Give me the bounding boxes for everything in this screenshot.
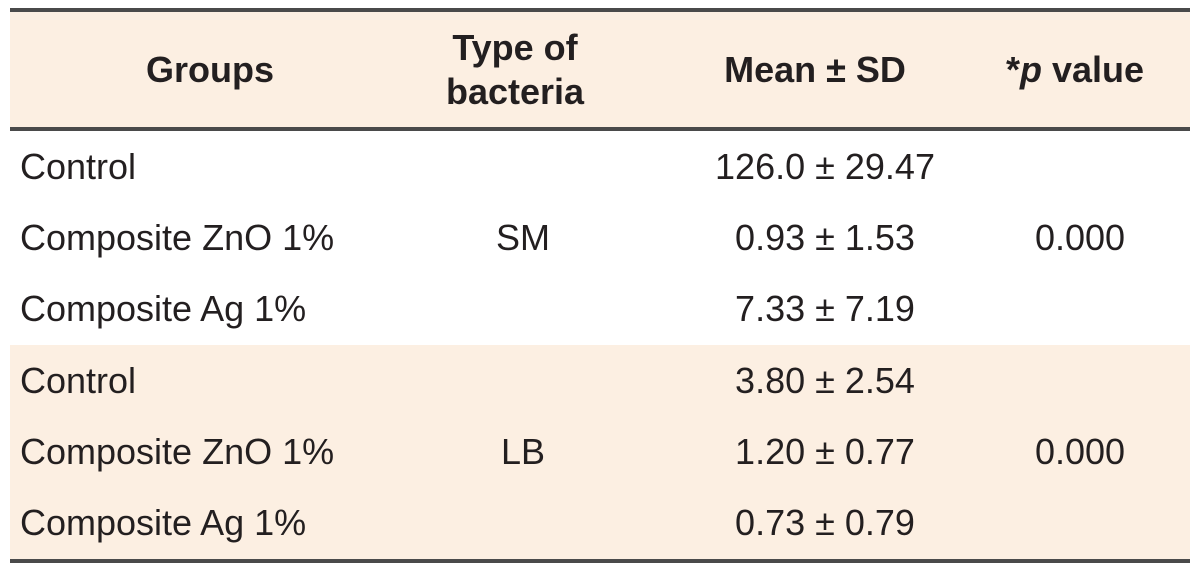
bacteria-type-cell: SM bbox=[496, 217, 550, 258]
group-cell: Composite ZnO 1% bbox=[20, 431, 335, 472]
table-row: Composite ZnO 1% 1.20 ± 0.77 bbox=[10, 416, 1190, 487]
group-cell: Composite ZnO 1% bbox=[20, 217, 335, 258]
group-cell: Composite Ag 1% bbox=[20, 502, 307, 543]
section-lb: Control 3.80 ± 2.54 Composite ZnO 1% 1.2… bbox=[10, 345, 1190, 563]
section-sm: Control 126.0 ± 29.47 Composite ZnO 1% 0… bbox=[10, 131, 1190, 345]
table-row: Composite Ag 1% 7.33 ± 7.19 bbox=[10, 273, 1190, 344]
header-mean-sd: Mean ± SD bbox=[724, 49, 906, 90]
mean-sd-cell: 3.80 ± 2.54 bbox=[735, 360, 915, 401]
p-value-cell: 0.000 bbox=[1034, 217, 1126, 258]
table-row: Control 3.80 ± 2.54 bbox=[10, 345, 1190, 416]
group-cell: Composite Ag 1% bbox=[20, 288, 307, 329]
table-row: Composite Ag 1% 0.73 ± 0.79 bbox=[10, 487, 1190, 558]
table-header: Groups Type of bacteria Mean ± SD *p val… bbox=[10, 8, 1190, 131]
header-p-value: *p value bbox=[1005, 49, 1145, 90]
header-type: Type of bacteria bbox=[445, 27, 585, 112]
mean-sd-cell: 126.0 ± 29.47 bbox=[715, 146, 935, 187]
table-row: Control 126.0 ± 29.47 bbox=[10, 131, 1190, 202]
header-groups: Groups bbox=[145, 49, 274, 90]
p-value-cell: 0.000 bbox=[1034, 431, 1126, 472]
mean-sd-cell: 1.20 ± 0.77 bbox=[735, 431, 915, 472]
results-table: Groups Type of bacteria Mean ± SD *p val… bbox=[10, 8, 1190, 563]
table-row: Composite ZnO 1% 0.93 ± 1.53 bbox=[10, 202, 1190, 273]
group-cell: Control bbox=[20, 360, 137, 401]
group-cell: Control bbox=[20, 146, 137, 187]
mean-sd-cell: 0.93 ± 1.53 bbox=[735, 217, 915, 258]
mean-sd-cell: 7.33 ± 7.19 bbox=[735, 288, 915, 329]
mean-sd-cell: 0.73 ± 0.79 bbox=[735, 502, 915, 543]
bacteria-type-cell: LB bbox=[500, 431, 546, 472]
